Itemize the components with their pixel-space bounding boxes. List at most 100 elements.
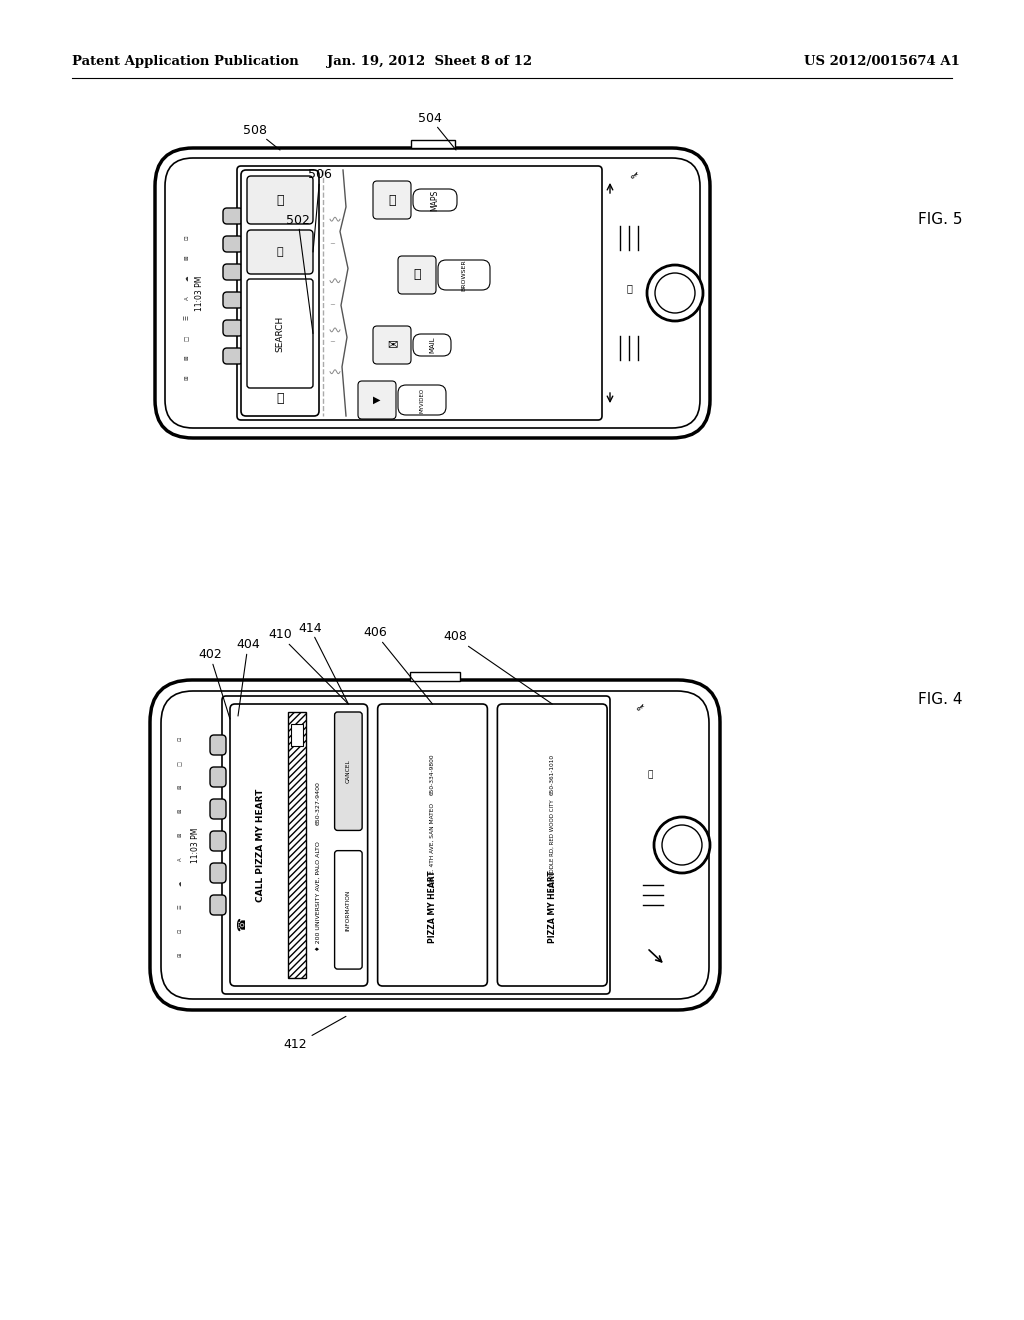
Text: MYVIDEO: MYVIDEO (420, 388, 425, 413)
Text: ▶: ▶ (374, 395, 381, 405)
Text: 🔔: 🔔 (647, 771, 652, 780)
Text: PIZZA MY HEART: PIZZA MY HEART (548, 871, 557, 944)
FancyBboxPatch shape (335, 711, 362, 830)
FancyBboxPatch shape (210, 863, 226, 883)
Text: ⊠: ⊠ (177, 809, 182, 813)
FancyBboxPatch shape (223, 236, 243, 252)
FancyBboxPatch shape (247, 176, 313, 224)
FancyBboxPatch shape (373, 326, 411, 364)
Text: A: A (177, 857, 182, 861)
Circle shape (654, 817, 710, 873)
FancyBboxPatch shape (210, 895, 226, 915)
Text: 650-334-9800: 650-334-9800 (430, 754, 435, 796)
FancyBboxPatch shape (247, 230, 313, 275)
FancyBboxPatch shape (398, 256, 436, 294)
FancyBboxPatch shape (223, 319, 243, 337)
FancyBboxPatch shape (150, 680, 720, 1010)
Text: ~: ~ (329, 339, 335, 346)
FancyBboxPatch shape (438, 260, 490, 290)
FancyBboxPatch shape (222, 696, 610, 994)
FancyBboxPatch shape (247, 279, 313, 388)
FancyBboxPatch shape (210, 799, 226, 818)
Text: 🔔: 🔔 (626, 282, 632, 293)
Text: ♦ 200 UNIVERSITY AVE, PALO ALTO: ♦ 200 UNIVERSITY AVE, PALO ALTO (315, 841, 321, 950)
Text: A: A (184, 296, 189, 300)
Text: □: □ (177, 760, 182, 766)
Text: 11:03 PM: 11:03 PM (195, 276, 204, 310)
FancyBboxPatch shape (223, 209, 243, 224)
FancyBboxPatch shape (210, 832, 226, 851)
Text: ⚷: ⚷ (626, 170, 638, 182)
FancyBboxPatch shape (378, 704, 487, 986)
Circle shape (662, 825, 702, 865)
Text: ✉: ✉ (387, 338, 397, 351)
Text: ~: ~ (329, 302, 335, 309)
Text: 831 MIDDLE RD, RED WOOD CITY: 831 MIDDLE RD, RED WOOD CITY (550, 799, 555, 891)
FancyBboxPatch shape (161, 690, 709, 999)
Text: 🗺: 🗺 (388, 194, 395, 206)
FancyBboxPatch shape (358, 381, 396, 418)
Bar (288, 711, 306, 978)
Text: ⊞: ⊞ (184, 376, 189, 380)
FancyBboxPatch shape (237, 166, 602, 420)
FancyBboxPatch shape (230, 704, 368, 986)
Text: CALL PIZZA MY HEART: CALL PIZZA MY HEART (256, 788, 265, 902)
FancyBboxPatch shape (223, 292, 243, 308)
Text: 11:03 PM: 11:03 PM (190, 828, 200, 863)
Bar (411, 140, 455, 148)
FancyBboxPatch shape (373, 181, 411, 219)
FancyBboxPatch shape (210, 767, 226, 787)
Text: ⚷: ⚷ (632, 702, 644, 714)
FancyBboxPatch shape (335, 850, 362, 969)
Text: ~: ~ (329, 240, 335, 247)
FancyBboxPatch shape (413, 334, 451, 356)
Text: ☁: ☁ (177, 880, 182, 886)
Text: 408: 408 (443, 631, 552, 704)
Text: ⊞: ⊞ (177, 953, 182, 957)
FancyBboxPatch shape (210, 735, 226, 755)
Text: □: □ (184, 335, 189, 341)
Text: PIZZA MY HEART: PIZZA MY HEART (428, 871, 437, 944)
Text: ⊠: ⊠ (184, 256, 189, 260)
Text: 504: 504 (418, 111, 456, 150)
Text: 406: 406 (364, 627, 432, 704)
Text: MAPS: MAPS (430, 189, 439, 211)
FancyBboxPatch shape (498, 704, 607, 986)
Text: 140 E. 4TH AVE, SAN MATEO: 140 E. 4TH AVE, SAN MATEO (430, 803, 435, 887)
Text: US 2012/0015674 A1: US 2012/0015674 A1 (804, 55, 961, 69)
Text: 650-361-1010: 650-361-1010 (550, 754, 555, 795)
Circle shape (655, 273, 695, 313)
Text: FIG. 4: FIG. 4 (918, 693, 963, 708)
Text: Jan. 19, 2012  Sheet 8 of 12: Jan. 19, 2012 Sheet 8 of 12 (328, 55, 532, 69)
Text: INFORMATION: INFORMATION (346, 890, 351, 931)
Text: MAIL: MAIL (429, 337, 435, 354)
Text: ⊡: ⊡ (184, 236, 189, 240)
Text: ⊠: ⊠ (177, 785, 182, 789)
Text: ⊠: ⊠ (177, 833, 182, 837)
Text: CANCEL: CANCEL (346, 759, 351, 783)
Text: 412: 412 (284, 1016, 346, 1052)
FancyBboxPatch shape (241, 170, 319, 416)
Text: 414: 414 (298, 622, 348, 704)
Text: 🎙: 🎙 (276, 194, 284, 206)
Text: 506: 506 (308, 169, 332, 252)
Text: ⊡: ⊡ (177, 929, 182, 933)
Bar (410, 672, 460, 681)
FancyBboxPatch shape (223, 264, 243, 280)
Text: SEARCH: SEARCH (275, 315, 285, 351)
Text: 🌐: 🌐 (414, 268, 421, 281)
FancyBboxPatch shape (155, 148, 710, 438)
Text: BROWSER: BROWSER (462, 259, 467, 290)
Text: ☰: ☰ (184, 315, 189, 321)
FancyBboxPatch shape (165, 158, 700, 428)
Text: 📞: 📞 (276, 392, 284, 404)
FancyBboxPatch shape (398, 385, 446, 414)
Circle shape (647, 265, 703, 321)
Text: ⊡: ⊡ (177, 737, 182, 742)
Text: Patent Application Publication: Patent Application Publication (72, 55, 299, 69)
Text: 508: 508 (243, 124, 280, 150)
Text: ☎: ☎ (237, 917, 247, 931)
Bar (291, 723, 303, 746)
FancyBboxPatch shape (413, 189, 457, 211)
Text: ☁: ☁ (184, 276, 189, 281)
